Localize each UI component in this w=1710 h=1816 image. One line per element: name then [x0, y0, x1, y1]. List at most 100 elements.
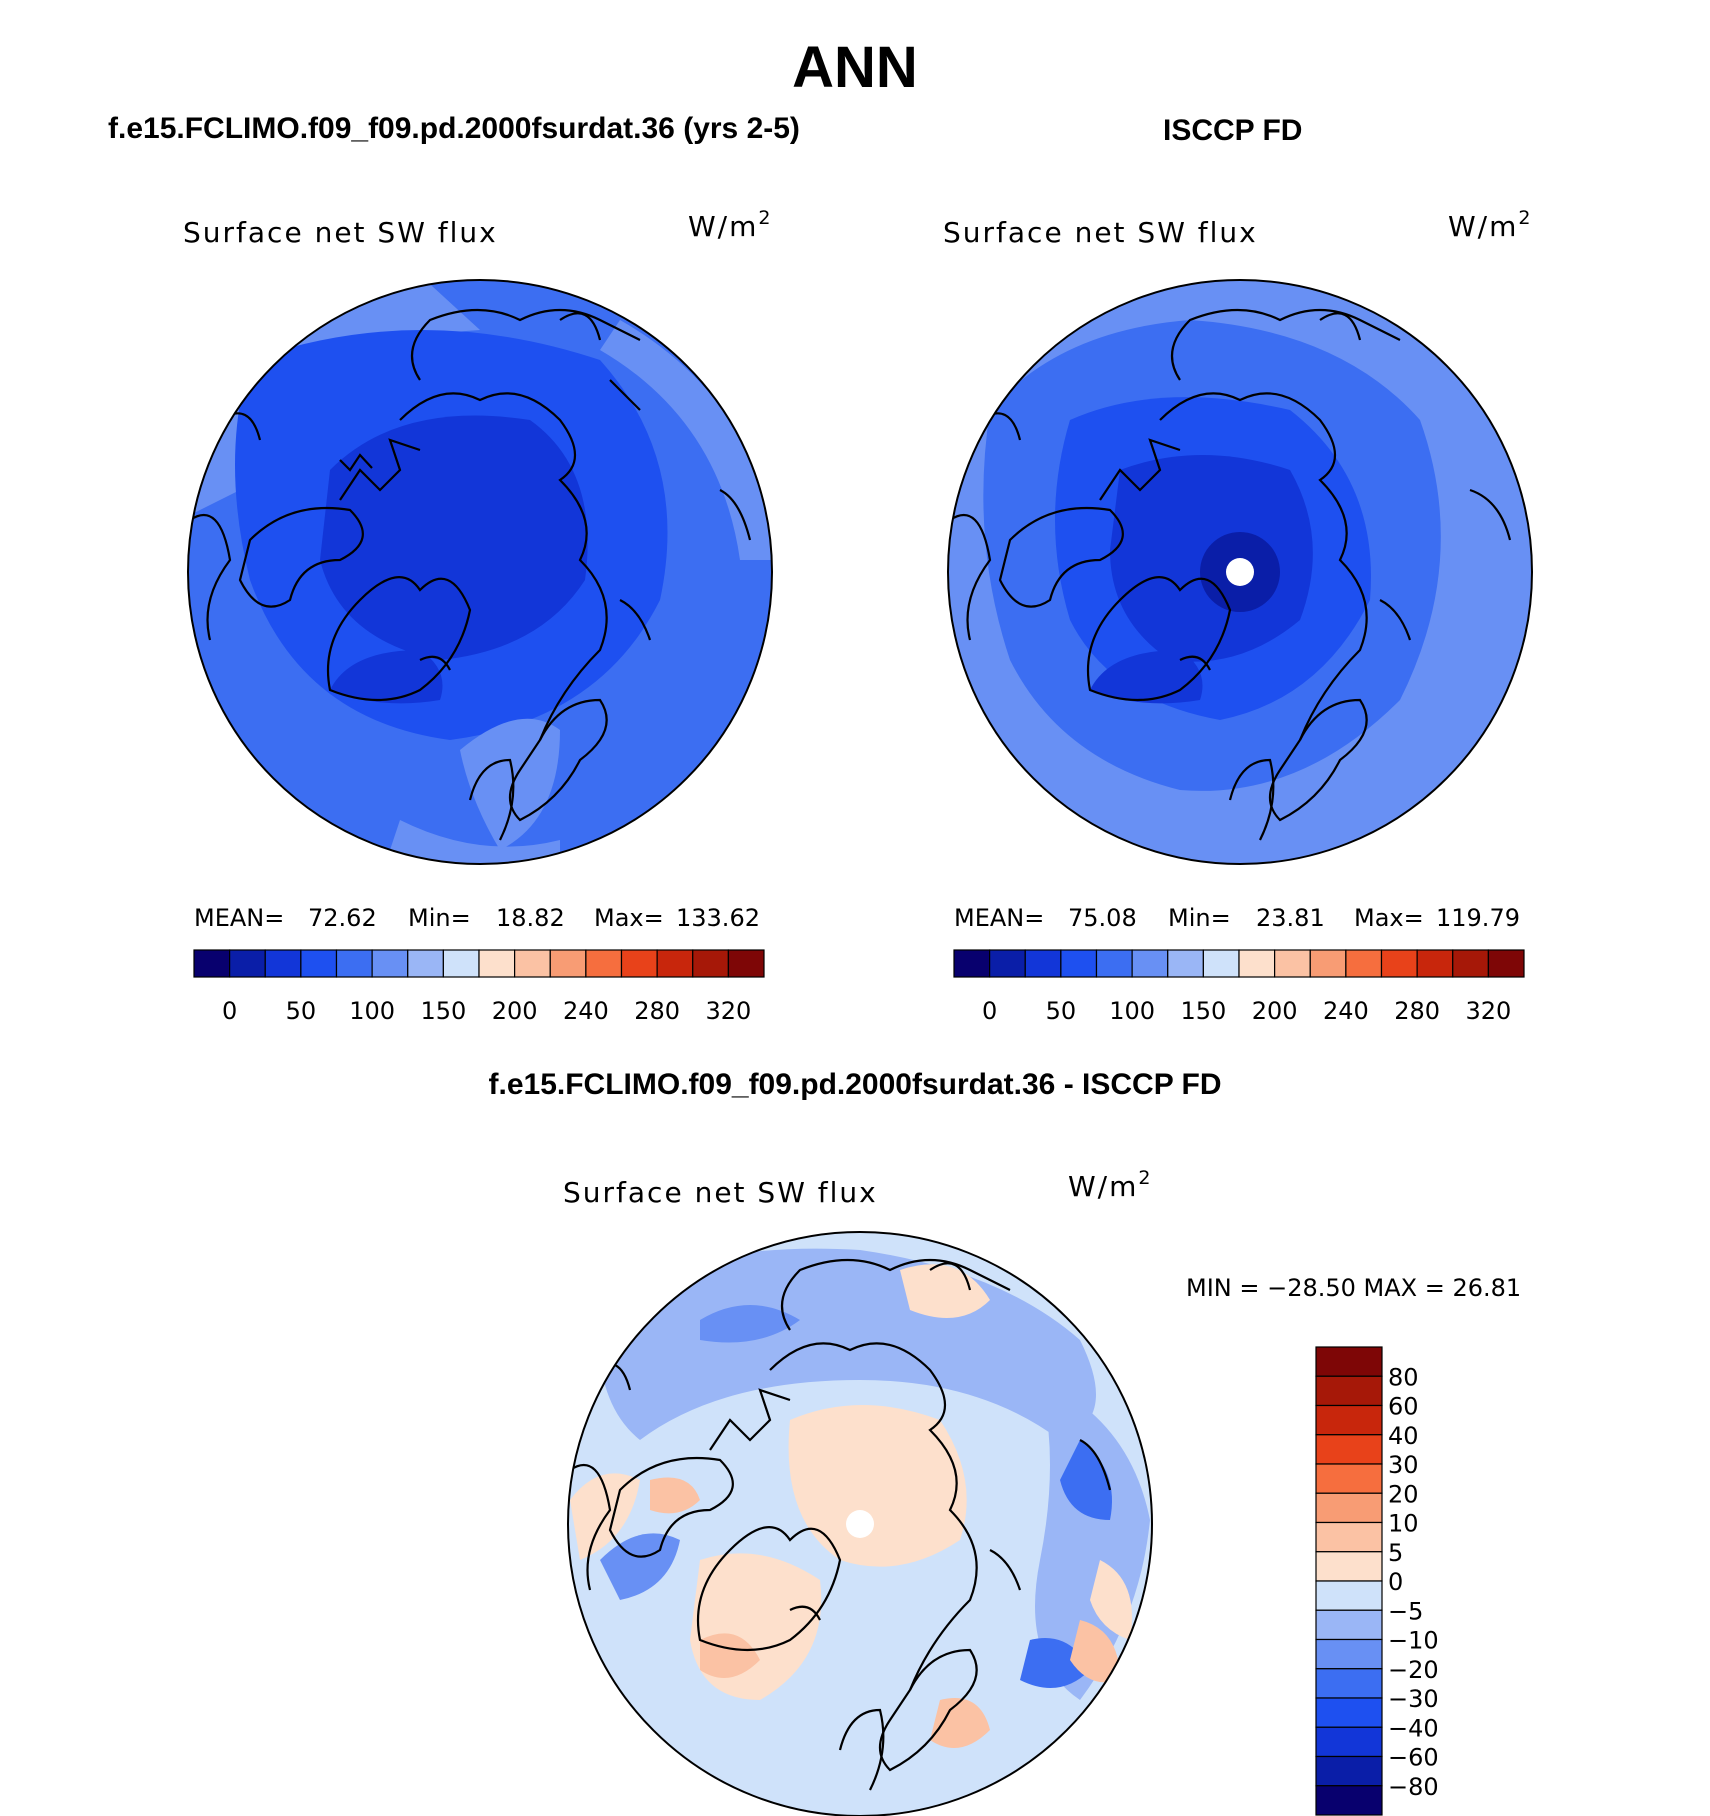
- colorbar-swatch: [514, 949, 551, 978]
- colorbar-tick-label: 240: [563, 997, 609, 1025]
- colorbar-swatch: [1315, 1492, 1383, 1524]
- colorbar-swatch: [1060, 949, 1098, 978]
- colorbar-tick-label: −60: [1388, 1744, 1439, 1772]
- obs-variable-label: Surface net SW flux: [943, 216, 1258, 249]
- colorbar-tick-label: −40: [1388, 1714, 1439, 1742]
- model-case-title: f.e15.FCLIMO.f09_f09.pd.2000fsurdat.36 (…: [108, 112, 800, 145]
- svg-text:Min=: Min=: [1168, 904, 1231, 932]
- colorbar-swatch: [1315, 1375, 1383, 1407]
- colorbar-swatch: [1315, 1697, 1383, 1728]
- svg-text:18.82: 18.82: [496, 904, 565, 932]
- svg-text:133.62: 133.62: [676, 904, 760, 932]
- colorbar-swatch: [1315, 1638, 1383, 1670]
- colorbar-swatch: [1380, 949, 1418, 978]
- difference-units-label: W/m2: [1068, 1167, 1153, 1203]
- colorbar-tick-label: 10: [1388, 1510, 1419, 1538]
- model-polar-map: [188, 280, 772, 864]
- colorbar-swatch: [229, 949, 266, 978]
- svg-text:Max=: Max=: [1354, 904, 1424, 932]
- colorbar-swatch: [300, 949, 338, 978]
- colorbar-tick-label: 0: [982, 997, 997, 1025]
- colorbar-swatch: [989, 949, 1026, 978]
- colorbar-swatch: [1309, 949, 1347, 978]
- colorbar-swatch: [442, 949, 480, 978]
- colorbar-tick-label: 150: [1180, 997, 1226, 1025]
- difference-polar-map: [568, 1232, 1152, 1816]
- colorbar-swatch: [1315, 1785, 1383, 1816]
- colorbar-tick-label: 320: [1465, 997, 1511, 1025]
- model-colorbar: [193, 949, 765, 978]
- colorbar-swatch: [1315, 1404, 1383, 1436]
- model-stats: MEAN= 72.62 Min= 18.82 Max= 133.62: [194, 904, 760, 932]
- difference-pole-missing-data: [846, 1510, 874, 1538]
- colorbar-swatch: [585, 949, 623, 978]
- colorbar-swatch: [1274, 949, 1311, 978]
- colorbar-swatch: [371, 949, 409, 978]
- obs-panel: Surface net SW flux W/m2: [943, 207, 1533, 1025]
- colorbar-tick-label: 280: [1394, 997, 1440, 1025]
- colorbar-tick-label: 60: [1388, 1393, 1419, 1421]
- svg-text:MEAN=: MEAN=: [194, 904, 284, 932]
- model-panel: Surface net SW flux W/m2: [183, 207, 773, 1025]
- colorbar-swatch: [1024, 949, 1062, 978]
- colorbar-tick-label: −20: [1388, 1656, 1439, 1684]
- colorbar-swatch: [620, 949, 658, 978]
- colorbar-swatch: [1345, 949, 1383, 978]
- colorbar-swatch: [656, 949, 694, 978]
- obs-case-title: ISCCP FD: [1163, 114, 1303, 147]
- colorbar-swatch: [1167, 949, 1204, 978]
- main-title: ANN: [792, 35, 918, 100]
- colorbar-tick-label: 200: [492, 997, 538, 1025]
- colorbar-tick-label: 40: [1388, 1422, 1419, 1450]
- colorbar-tick-label: 240: [1323, 997, 1369, 1025]
- colorbar-swatch: [1315, 1609, 1383, 1641]
- colorbar-swatch: [335, 949, 373, 978]
- colorbar-swatch: [692, 949, 729, 978]
- colorbar-swatch: [1487, 949, 1525, 978]
- obs-colorbar-labels: 0 50 100 150 200 240 280 320: [982, 997, 1511, 1025]
- colorbar-swatch: [549, 949, 587, 978]
- model-variable-label: Surface net SW flux: [183, 216, 498, 249]
- svg-text:MEAN=: MEAN=: [954, 904, 1044, 932]
- model-units-label: W/m2: [688, 207, 773, 243]
- colorbar-tick-label: −80: [1388, 1773, 1439, 1801]
- colorbar-swatch: [407, 949, 444, 978]
- colorbar-tick-label: 320: [705, 997, 751, 1025]
- colorbar-tick-label: 100: [1109, 997, 1155, 1025]
- difference-variable-label: Surface net SW flux: [563, 1176, 878, 1209]
- colorbar-tick-label: 80: [1388, 1363, 1419, 1391]
- colorbar-tick-label: −30: [1388, 1685, 1439, 1713]
- obs-polar-map: [948, 280, 1532, 864]
- svg-text:Max=: Max=: [594, 904, 664, 932]
- colorbar-swatch: [478, 949, 516, 978]
- colorbar-swatch: [1315, 1463, 1383, 1494]
- colorbar-tick-label: 200: [1252, 997, 1298, 1025]
- colorbar-tick-label: 0: [222, 997, 237, 1025]
- colorbar-swatch: [1315, 1434, 1383, 1465]
- colorbar-tick-label: 30: [1388, 1451, 1419, 1479]
- difference-minmax: MIN = −28.50 MAX = 26.81: [1186, 1274, 1521, 1302]
- colorbar-swatch: [264, 949, 302, 978]
- colorbar-swatch: [953, 949, 991, 978]
- colorbar-swatch: [1202, 949, 1240, 978]
- colorbar-swatch: [727, 949, 765, 978]
- colorbar-swatch: [1131, 949, 1169, 978]
- model-colorbar-labels: 0 50 100 150 200 240 280 320: [222, 997, 751, 1025]
- colorbar-swatch: [1315, 1668, 1383, 1699]
- colorbar-swatch: [1315, 1726, 1383, 1758]
- colorbar-tick-label: −5: [1388, 1597, 1423, 1625]
- colorbar-swatch: [193, 949, 231, 978]
- colorbar-swatch: [1315, 1521, 1383, 1553]
- svg-text:72.62: 72.62: [308, 904, 377, 932]
- colorbar-swatch: [1238, 949, 1276, 978]
- colorbar-tick-label: 150: [420, 997, 466, 1025]
- colorbar-tick-label: 0: [1388, 1568, 1403, 1596]
- colorbar-swatch: [1315, 1346, 1383, 1377]
- colorbar-tick-label: 20: [1388, 1480, 1419, 1508]
- colorbar-swatch: [1095, 949, 1133, 978]
- obs-units-label: W/m2: [1448, 207, 1533, 243]
- difference-colorbar: [1315, 1346, 1383, 1816]
- colorbar-swatch: [1452, 949, 1489, 978]
